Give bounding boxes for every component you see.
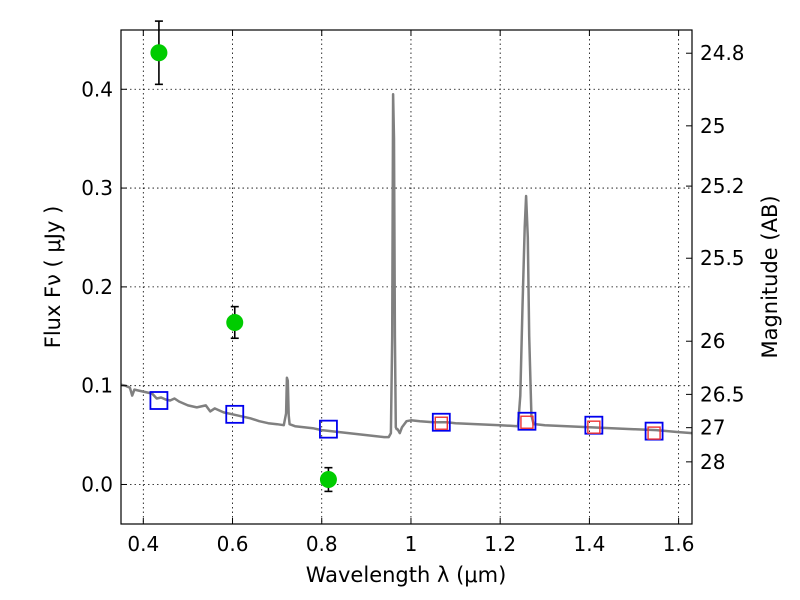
y2-tick-label: 27: [700, 416, 725, 440]
x-axis-label: Wavelength λ (μm): [306, 563, 507, 587]
x-tick-label: 1.6: [663, 532, 695, 556]
y2-tick-label: 26: [700, 329, 725, 353]
chart: 0.4 0.6 0.8 1 1.2 1.4 1.6 0.0 0.1 0.2 0.3 0.4 24.8 25…: [0, 0, 800, 600]
y-tick-label: 0.4: [81, 77, 113, 101]
y2-tick-label: 24.8: [700, 41, 745, 65]
plot-frame: [121, 30, 692, 524]
photometry-point: [227, 314, 243, 330]
x-tick-label: 0.8: [306, 532, 338, 556]
x-tick-label: 0.4: [127, 532, 159, 556]
x-tick-label: 1.2: [484, 532, 516, 556]
y2-tick-label: 25: [700, 114, 725, 138]
y-tick-label: 0.3: [81, 176, 113, 200]
x-tick-label: 1.4: [573, 532, 605, 556]
y2-axis-label: Magnitude (AB): [758, 195, 782, 358]
photometry-point: [320, 472, 336, 488]
plot-area: [121, 21, 692, 491]
y-tick-label: 0.1: [81, 374, 113, 398]
y2-tick-label: 25.5: [700, 246, 745, 270]
y2-tick-label: 26.5: [700, 382, 745, 406]
x-tick-label: 1: [405, 532, 418, 556]
y-axis-label: Flux Fν ( μJy ): [41, 206, 65, 349]
x-tick-label: 0.6: [217, 532, 249, 556]
photometry-point: [151, 45, 167, 61]
grid-lines: [121, 30, 692, 524]
y-tick-label: 0.0: [81, 472, 113, 496]
y2-tick-label: 25.2: [700, 174, 745, 198]
y-tick-label: 0.2: [81, 275, 113, 299]
axis-ticks: 0.4 0.6 0.8 1 1.2 1.4 1.6 0.0 0.1 0.2 0.3 0.4 24.8 25…: [81, 30, 744, 556]
y2-tick-label: 28: [700, 450, 725, 474]
